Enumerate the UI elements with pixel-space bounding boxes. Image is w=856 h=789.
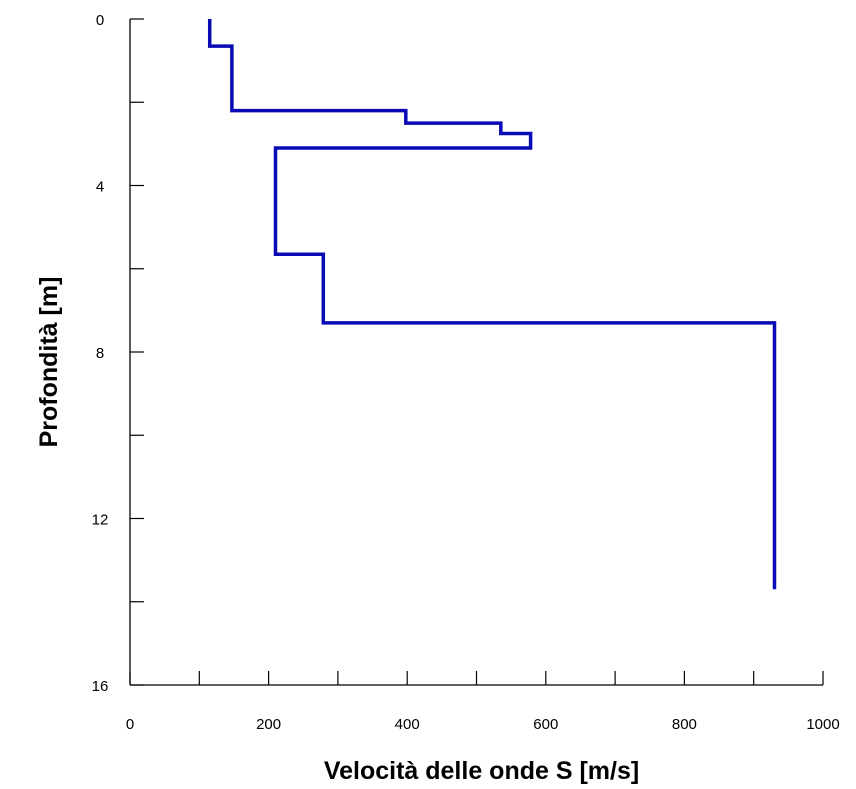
x-tick-label: 0 [126, 716, 134, 733]
x-axis-title: Velocità delle onde S [m/s] [324, 757, 639, 785]
x-axis-ticks: 0 200 400 600 800 1000 [126, 671, 840, 733]
y-axis-title: Profondità [m] [35, 277, 63, 448]
x-tick-label: 800 [672, 716, 697, 733]
series-layer [207, 19, 777, 590]
y-tick-label: 0 [96, 12, 104, 29]
x-tick-label: 600 [533, 716, 558, 733]
x-tick-label: 400 [395, 716, 420, 733]
axes: 0 200 400 600 800 1000 0 4 8 12 16 [92, 12, 840, 733]
y-axis-ticks: 0 4 8 12 16 [92, 12, 144, 695]
vs-profile-line [207, 19, 777, 590]
y-tick-label: 4 [96, 179, 104, 196]
y-tick-label: 8 [96, 345, 104, 362]
y-tick-label: 12 [92, 512, 109, 529]
x-tick-label: 200 [256, 716, 281, 733]
x-tick-label: 1000 [806, 716, 839, 733]
y-tick-label: 16 [92, 678, 109, 695]
